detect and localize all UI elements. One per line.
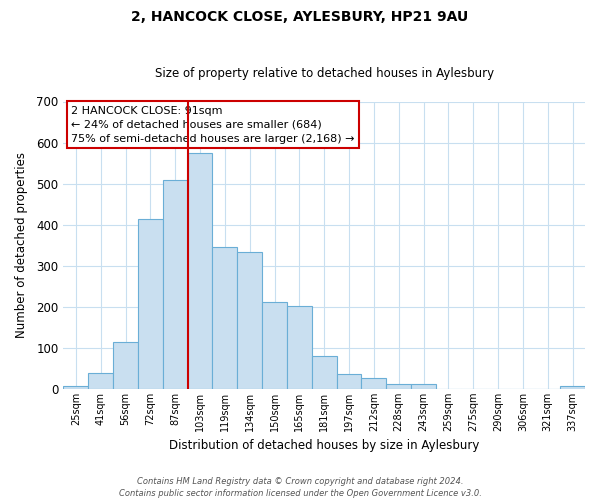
Bar xyxy=(386,384,411,389)
Bar xyxy=(287,306,312,389)
X-axis label: Distribution of detached houses by size in Aylesbury: Distribution of detached houses by size … xyxy=(169,440,479,452)
Bar xyxy=(560,386,585,389)
Bar xyxy=(88,374,113,389)
Bar xyxy=(337,374,361,389)
Bar xyxy=(188,153,212,389)
Y-axis label: Number of detached properties: Number of detached properties xyxy=(15,152,28,338)
Text: Contains HM Land Registry data © Crown copyright and database right 2024.
Contai: Contains HM Land Registry data © Crown c… xyxy=(119,476,481,498)
Text: 2, HANCOCK CLOSE, AYLESBURY, HP21 9AU: 2, HANCOCK CLOSE, AYLESBURY, HP21 9AU xyxy=(131,10,469,24)
Bar xyxy=(163,180,188,389)
Text: 2 HANCOCK CLOSE: 91sqm
← 24% of detached houses are smaller (684)
75% of semi-de: 2 HANCOCK CLOSE: 91sqm ← 24% of detached… xyxy=(71,106,355,144)
Bar xyxy=(312,356,337,389)
Bar xyxy=(138,218,163,389)
Bar xyxy=(113,342,138,389)
Bar xyxy=(64,386,88,389)
Bar xyxy=(361,378,386,389)
Bar xyxy=(237,252,262,389)
Bar xyxy=(212,247,237,389)
Bar xyxy=(411,384,436,389)
Title: Size of property relative to detached houses in Aylesbury: Size of property relative to detached ho… xyxy=(155,66,494,80)
Bar xyxy=(262,302,287,389)
